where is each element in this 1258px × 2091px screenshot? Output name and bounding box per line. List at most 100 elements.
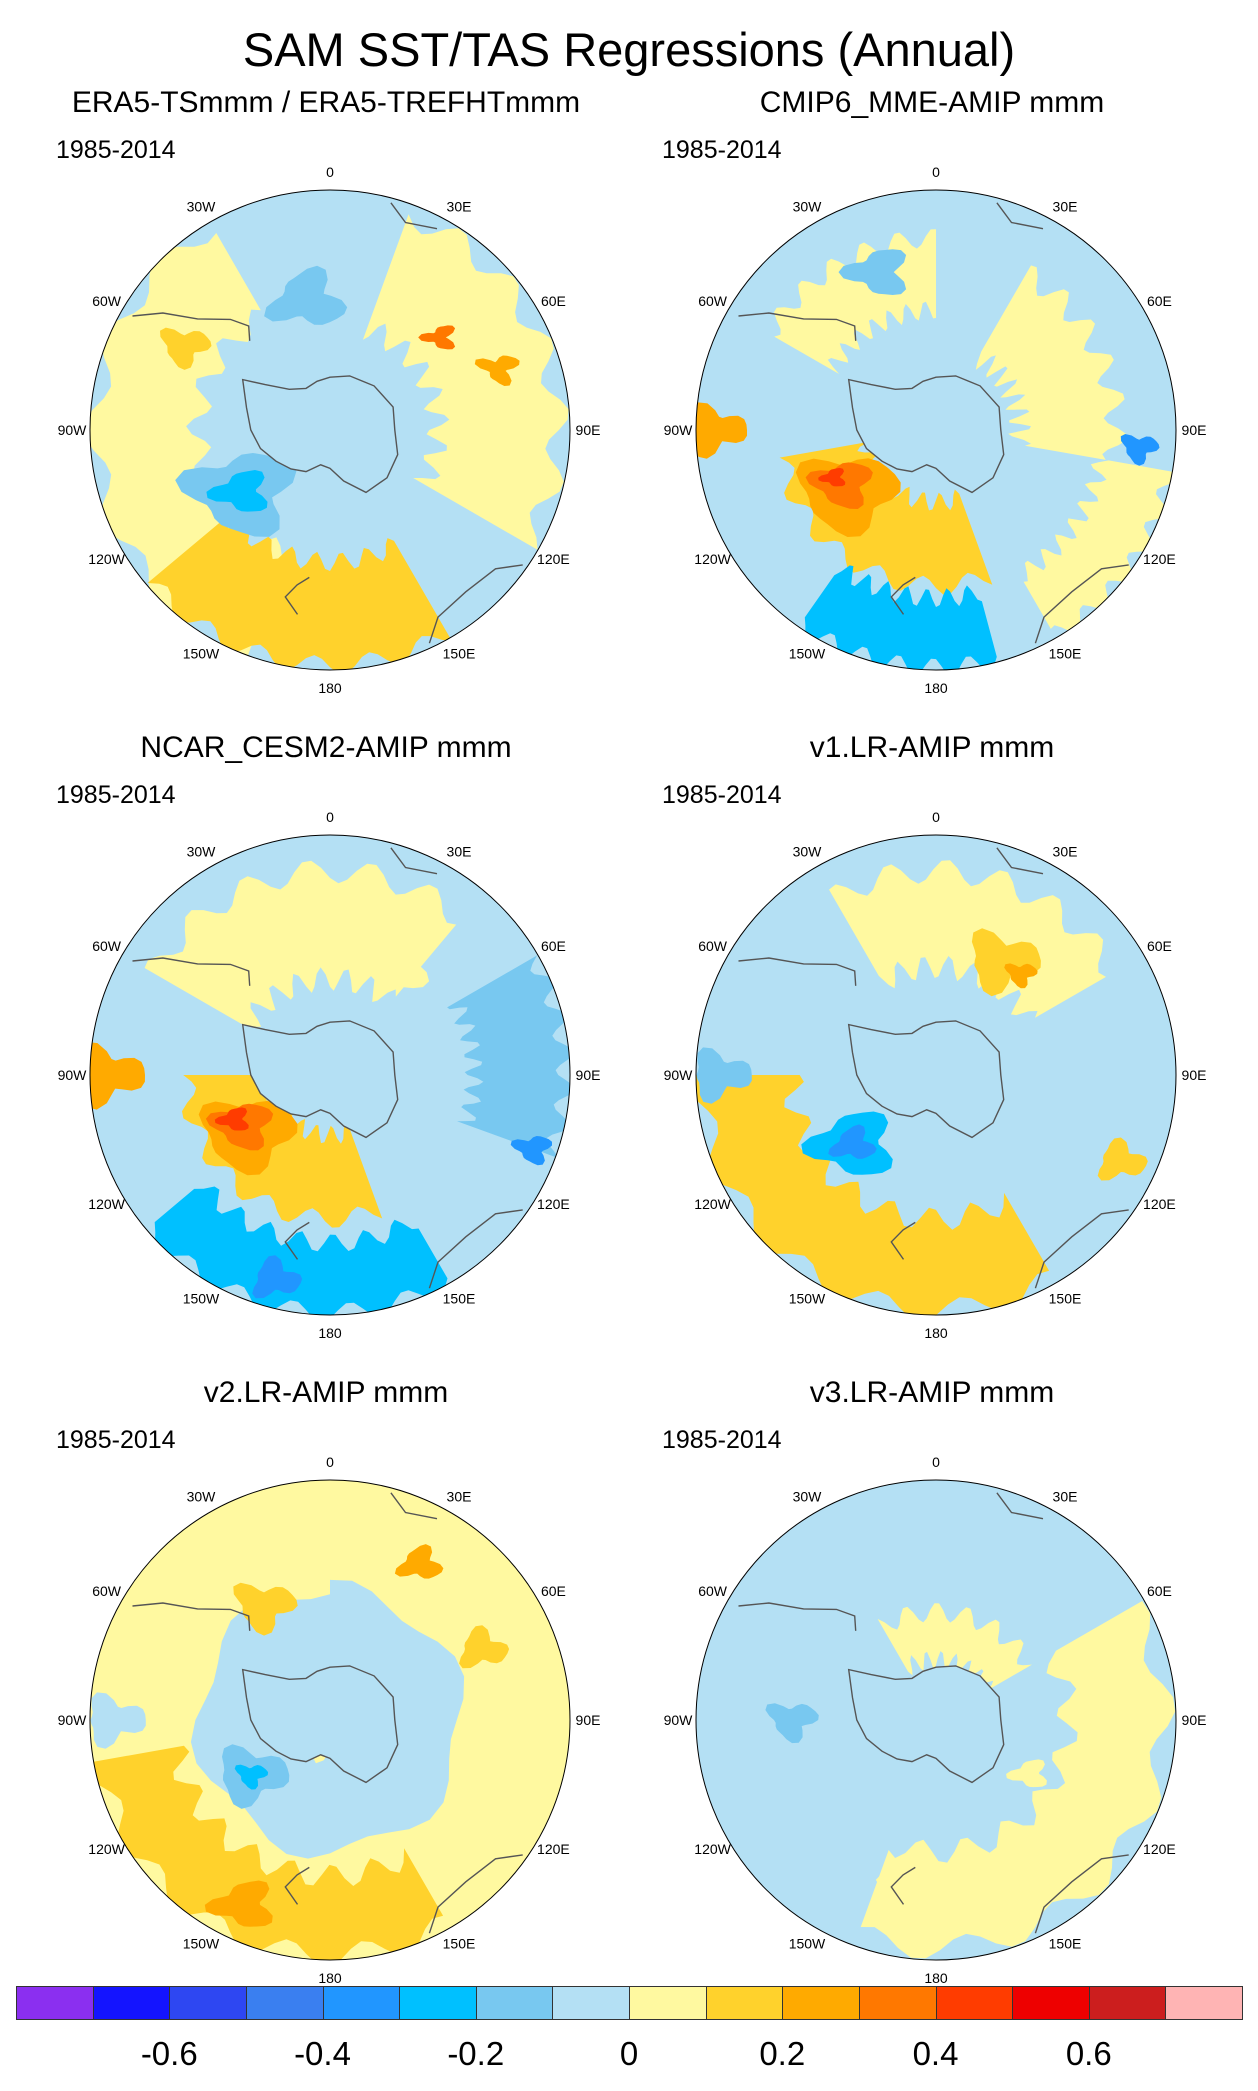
colorbar-box [245,1986,324,2020]
panel-title: NCAR_CESM2-AMIP mmm [140,731,512,764]
longitude-label: 150E [1049,645,1082,661]
longitude-label: 120W [88,1196,125,1212]
contour-region [1006,1759,1047,1788]
antarctica-coastline [241,1020,399,1139]
longitude-label: 180 [924,1970,948,1986]
contour-region [264,265,348,325]
contour-region [696,1047,752,1104]
contour-region [204,1880,273,1927]
longitude-label: 60W [92,1583,122,1599]
colorbar-box [1012,1986,1090,2020]
longitude-label: 0 [326,164,334,180]
longitude-label: 120E [1143,1841,1176,1857]
antarctica-coastline [847,1665,1005,1784]
contour-region [860,1601,1176,1959]
contour-region [696,402,747,459]
panel-title: v3.LR-AMIP mmm [809,1376,1055,1409]
antarctica-coastline [241,375,399,494]
longitude-label: 60E [541,1583,566,1599]
longitude-label: 90E [576,1067,601,1083]
longitude-label: 180 [318,1970,342,1986]
longitude-label: 120W [88,1841,125,1857]
longitude-label: 30E [447,199,472,215]
longitude-label: 120W [88,551,125,567]
map-panel-cmip6: 0 30E 60E 90E 120E 150E 180 150W 120W 90W 60W 30W C… [622,86,1242,726]
contour-region [214,1107,249,1131]
longitude-label: 150W [789,1935,826,1951]
colorbar-tick-label: 0 [619,2035,639,2072]
contour-region [90,1692,146,1749]
longitude-label: 90W [664,1067,694,1083]
longitude-label: 30E [1053,199,1078,215]
polar-map: 0 30E 60E 90E 120E 150E 180 150W 120W 90W 60W 30W [58,809,601,1341]
longitude-label: 0 [326,809,334,825]
map-panel-v1: 0 30E 60E 90E 120E 150E 180 150W 120W 90W 60W 30W v… [622,731,1242,1371]
contour-region [1120,434,1160,466]
coastline [132,957,251,986]
coastline [890,1221,916,1260]
longitude-label: 30E [1053,844,1078,860]
longitude-label: 30E [447,1489,472,1505]
longitude-label: 60E [1147,293,1172,309]
coastline [890,576,916,615]
contour-region [362,214,569,550]
longitude-label: 120W [694,551,731,567]
longitude-label: 60W [698,938,728,954]
polar-map: 0 30E 60E 90E 120E 150E 180 150W 120W 90W 60W 30W [58,1454,601,1986]
coastline [132,312,251,341]
coastline [428,564,523,644]
colorbar-tick-label: 0.6 [1065,2035,1112,2072]
longitude-label: 60W [92,938,122,954]
coastline [428,1209,523,1289]
contour-region [1097,1137,1148,1181]
longitude-label: 120E [537,1196,570,1212]
longitude-label: 90W [664,422,694,438]
contour-region [818,467,846,487]
coastline [1034,1854,1129,1934]
longitude-label: 0 [932,1454,940,1470]
polar-map: 0 30E 60E 90E 120E 150E 180 150W 120W 90W 60W 30W [664,1454,1207,1986]
longitude-label: 180 [318,1325,342,1341]
longitude-label: 150E [443,1290,476,1306]
antarctica-coastline [847,375,1005,494]
longitude-label: 180 [924,1325,948,1341]
map-field [90,190,570,670]
longitude-label: 90W [664,1712,694,1728]
contour-region [90,1041,145,1110]
colorbar-tick-label: -0.2 [447,2035,505,2072]
antarctica-coastline [847,1020,1005,1139]
longitude-label: 0 [932,164,940,180]
longitude-label: 180 [318,680,342,696]
longitude-label: 120W [694,1196,731,1212]
map-field [696,1480,1176,1960]
longitude-label: 30W [187,844,217,860]
map-field [696,190,1176,670]
contour-region [348,933,430,989]
longitude-label: 150W [789,645,826,661]
polar-map: 0 30E 60E 90E 120E 150E 180 150W 120W 90W 60W 30W [664,809,1207,1341]
contour-region [838,249,907,295]
longitude-label: 120E [537,551,570,567]
contour-region [829,860,1106,1018]
colorbar-box [16,1986,94,2020]
contour-region [971,928,1041,997]
panel-period: 1985-2014 [56,136,176,164]
map-field [90,1480,570,1960]
colorbar-box [858,1986,937,2020]
longitude-label: 150W [183,1935,220,1951]
panel-title: ERA5-TSmmm / ERA5-TREFHTmmm [71,86,581,119]
panel-title: v2.LR-AMIP mmm [203,1376,449,1409]
longitude-label: 180 [924,680,948,696]
colorbar-tick-label: -0.6 [140,2035,198,2072]
longitude-label: 60W [698,1583,728,1599]
contour-region [877,1603,1032,1693]
colorbar-box [552,1986,630,2020]
coastline [1034,1209,1129,1289]
longitude-label: 150W [789,1290,826,1306]
longitude-label: 90E [1182,1712,1207,1728]
contour-region [160,327,212,370]
longitude-label: 30W [793,1489,823,1505]
colorbar-tick-label: 0.4 [912,2035,959,2072]
contour-region [447,955,570,1159]
